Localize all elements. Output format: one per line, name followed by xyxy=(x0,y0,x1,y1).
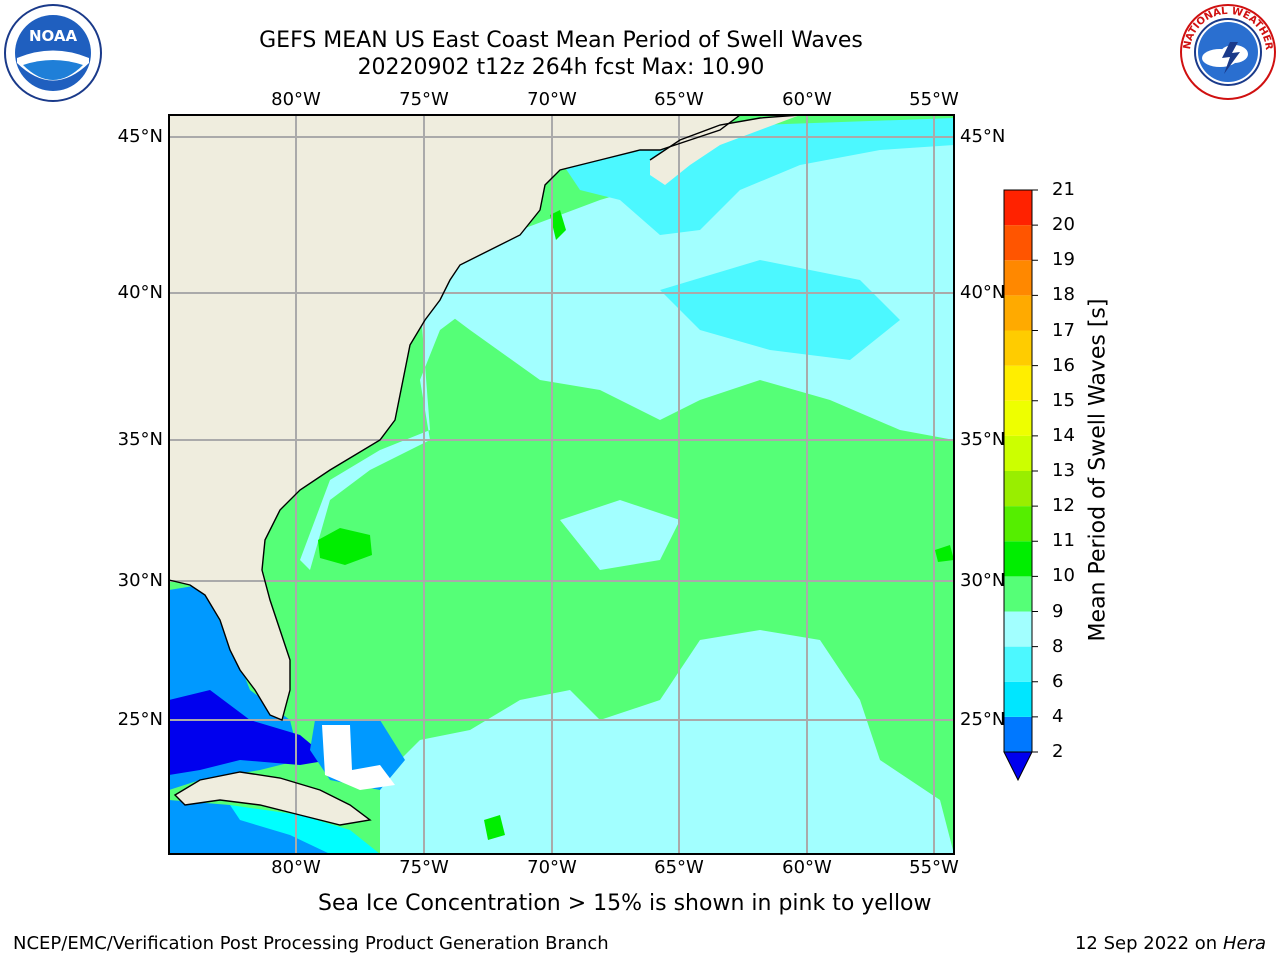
lon-label-bottom-55w: 55°W xyxy=(909,857,959,878)
colorbar-segment xyxy=(1004,541,1032,577)
chart-subtitle: 20220902 t12z 264h fcst Max: 10.90 xyxy=(357,55,765,80)
colorbar-tick-label: 2 xyxy=(1052,741,1064,762)
colorbar-tick-label: 16 xyxy=(1052,354,1075,376)
colorbar-segment xyxy=(1004,716,1032,752)
lat-label-right-25n: 25°N xyxy=(960,709,1006,730)
colorbar-segment xyxy=(1004,365,1032,401)
lon-label-top-70w: 70°W xyxy=(527,89,577,110)
colorbar-tick-label: 20 xyxy=(1052,214,1075,236)
colorbar-tick-label: 8 xyxy=(1052,635,1064,657)
colorbar-tick-label: 9 xyxy=(1052,600,1064,622)
lat-label-left-25n: 25°N xyxy=(117,709,163,730)
lon-label-top-55w: 55°W xyxy=(909,89,959,110)
lat-label-right-40n: 40°N xyxy=(960,282,1006,303)
lat-label-right-45n: 45°N xyxy=(960,126,1006,147)
colorbar-segment xyxy=(1004,471,1032,507)
swell-zone-8-9-south xyxy=(380,630,954,854)
colorbar-tick-label: 17 xyxy=(1052,319,1075,341)
swell-zone-8-9-mid xyxy=(560,500,680,570)
footer-host: Hera xyxy=(1222,933,1266,954)
colorbar-label: Mean Period of Swell Waves [s] xyxy=(1085,298,1111,642)
colorbar-tick-label: 10 xyxy=(1052,565,1075,587)
lon-label-top-65w: 65°W xyxy=(654,89,704,110)
lon-label-top-75w: 75°W xyxy=(399,89,449,110)
colorbar-tick-label: 11 xyxy=(1052,530,1075,552)
swell-zone-lt2-gulf xyxy=(169,690,330,775)
swell-zone-10-11-c xyxy=(935,545,954,562)
swell-zone-4-6-caribbean xyxy=(230,805,380,854)
colorbar-tick-label: 15 xyxy=(1052,389,1075,411)
sea-ice-note: Sea Ice Concentration > 15% is shown in … xyxy=(318,891,932,916)
footer-date: 12 Sep 2022 on Hera xyxy=(1075,933,1266,954)
lon-label-bottom-75w: 75°W xyxy=(399,857,449,878)
colorbar-segment xyxy=(1004,646,1032,682)
bahamas-banks-white xyxy=(322,725,395,790)
colorbar-segment xyxy=(1004,225,1032,261)
colorbar-tick-label: 19 xyxy=(1052,249,1075,271)
swell-zone-10-11-d xyxy=(484,815,505,840)
lat-label-left-40n: 40°N xyxy=(117,282,163,303)
land-cuba xyxy=(175,772,370,825)
chart-title: GEFS MEAN US East Coast Mean Period of S… xyxy=(259,28,863,53)
lat-label-left-30n: 30°N xyxy=(117,570,163,591)
footer-organization: NCEP/EMC/Verification Post Processing Pr… xyxy=(13,933,609,954)
land-mainland xyxy=(169,115,740,720)
noaa-logo-text: NOAA xyxy=(29,27,78,45)
lat-label-left-45n: 45°N xyxy=(117,126,163,147)
colorbar-segment xyxy=(1004,681,1032,717)
colorbar-tick-label: 13 xyxy=(1052,460,1075,481)
lat-label-right-35n: 35°N xyxy=(960,429,1006,450)
lon-label-bottom-60w: 60°W xyxy=(782,857,832,878)
map-frame xyxy=(168,114,955,855)
colorbar-segment xyxy=(1004,295,1032,331)
noaa-logo: NOAA xyxy=(4,4,102,102)
lon-label-bottom-65w: 65°W xyxy=(654,857,704,878)
colorbar-tick-label: 18 xyxy=(1052,284,1075,306)
colorbar xyxy=(1003,189,1038,782)
swell-zone-10-11-a xyxy=(318,528,372,565)
lat-label-right-30n: 30°N xyxy=(960,570,1006,591)
coastlines xyxy=(168,114,801,826)
footer-date-text: 12 Sep 2022 on xyxy=(1074,933,1218,954)
colorbar-segment xyxy=(1004,506,1032,542)
swell-zone-10-11-b xyxy=(550,210,566,240)
colorbar-segment xyxy=(1004,260,1032,296)
colorbar-tick-label: 14 xyxy=(1052,424,1075,446)
graticule xyxy=(169,115,954,854)
lat-label-left-35n: 35°N xyxy=(117,429,163,450)
colorbar-segment xyxy=(1004,190,1032,226)
colorbar-segment xyxy=(1004,435,1032,471)
colorbar-tick-label: 21 xyxy=(1052,179,1075,200)
colorbar-segment xyxy=(1004,330,1032,366)
colorbar-tick-label: 6 xyxy=(1052,670,1064,692)
colorbar-tick-label: 4 xyxy=(1052,705,1064,727)
lon-label-bottom-70w: 70°W xyxy=(527,857,577,878)
colorbar-under-arrow xyxy=(1003,751,1033,782)
lon-label-bottom-80w: 80°W xyxy=(271,857,321,878)
swell-zone-6-8-mid xyxy=(660,260,900,360)
lon-label-top-80w: 80°W xyxy=(271,89,321,110)
colorbar-segment xyxy=(1004,400,1032,436)
colorbar-segment xyxy=(1004,576,1032,612)
colorbar-tick-label: 12 xyxy=(1052,495,1075,517)
lon-label-top-60w: 60°W xyxy=(782,89,832,110)
colorbar-segment xyxy=(1004,611,1032,647)
nws-logo: NATIONAL WEATHER SERVICE xyxy=(1178,2,1276,100)
